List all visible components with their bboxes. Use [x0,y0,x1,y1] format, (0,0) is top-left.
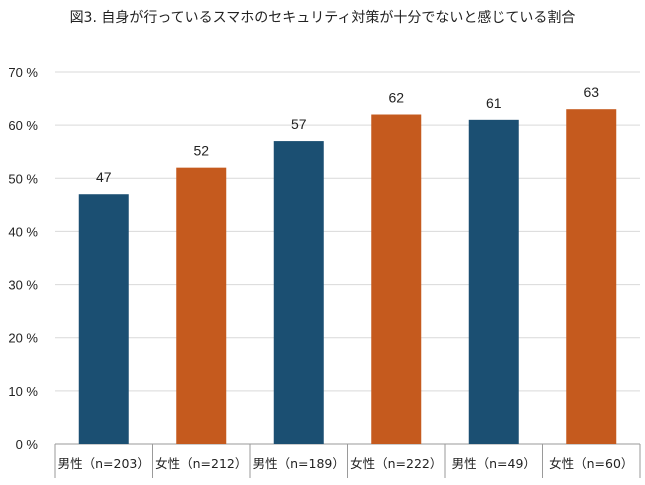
bar [566,109,617,444]
y-tick-label: 30 % [8,278,38,293]
bar [371,114,422,444]
x-tick-label: 男性（n=49） [452,456,536,471]
y-tick-label: 70 % [8,65,38,80]
y-tick-label: 40 % [8,224,38,239]
chart-title: 図3. 自身が行っているスマホのセキュリティ対策が十分でないと感じている割合 [69,10,576,26]
data-label: 57 [291,116,307,132]
bar [176,167,227,444]
data-label: 63 [583,84,599,100]
y-tick-label: 10 % [8,384,38,399]
bar [468,119,519,444]
data-label: 62 [388,90,404,106]
data-label: 52 [193,143,209,159]
data-label: 47 [96,169,112,185]
x-tick-label: 男性（n=203） [58,456,150,471]
y-tick-label: 50 % [8,171,38,186]
x-tick-label: 女性（n=60） [549,456,633,471]
y-tick-label: 60 % [8,118,38,133]
x-tick-label: 女性（n=222） [350,456,442,471]
y-tick-label: 0 % [16,437,39,452]
bar [273,141,324,445]
x-tick-label: 女性（n=212） [155,456,247,471]
x-tick-label: 男性（n=189） [253,456,345,471]
y-tick-label: 20 % [8,331,38,346]
bar [78,194,129,444]
data-label: 61 [486,95,502,111]
